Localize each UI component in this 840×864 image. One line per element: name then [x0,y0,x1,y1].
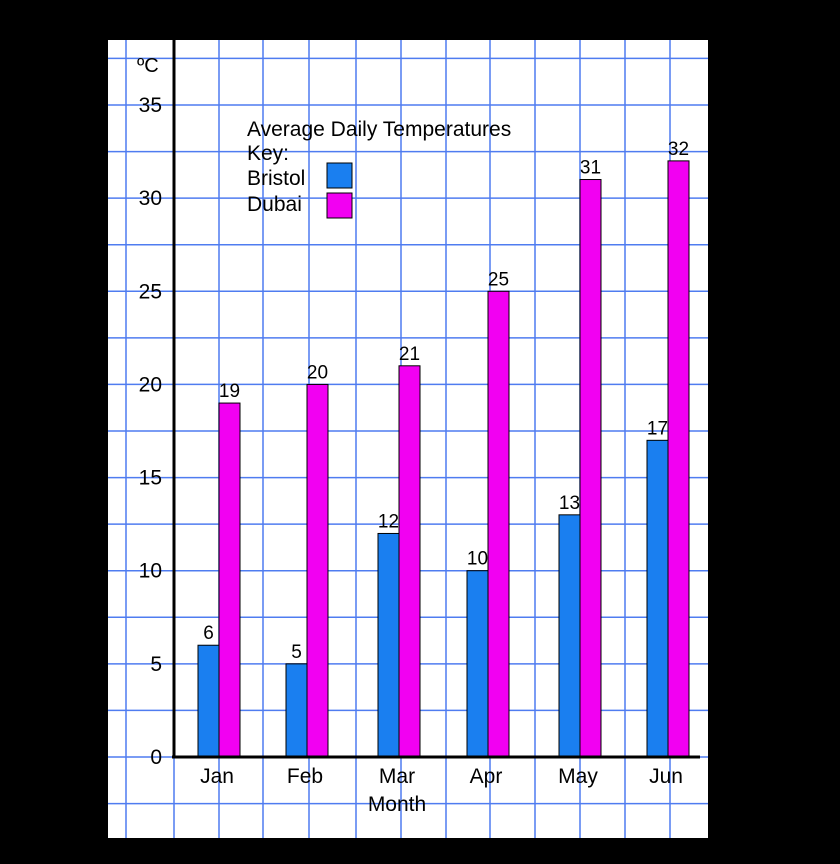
labels: 0 5 10 15 20 25 30 35 6 19 Jan 5 20 Feb 12 21 Mar 10 25 Apr… [139,94,689,788]
y-tick-label: 35 [139,94,162,117]
x-tick-label-feb: Feb [287,765,323,788]
y-axis-unit-label: ºC [137,55,159,77]
bar-bristol-jan [197,644,220,758]
data-label-bristol-jan: 6 [203,623,214,644]
data-label-bristol-may: 13 [559,493,580,514]
data-label-bristol-feb: 5 [291,642,302,663]
x-tick-label-jun: Jun [649,765,683,788]
x-tick-label-may: May [558,765,598,788]
data-label-bristol-mar: 12 [378,511,399,532]
y-tick-label: 20 [139,373,162,396]
chart-title: Average Daily Temperatures [247,118,511,141]
bar-bristol-feb [285,663,308,758]
bar-dubai-feb [306,383,329,758]
y-tick-label: 0 [150,746,162,769]
x-tick-label-mar: Mar [379,765,415,788]
bar-dubai-jan [218,402,241,758]
legend-heading: Key: [247,142,289,165]
legend-label-bristol: Bristol [247,167,305,190]
bar-bristol-apr [466,570,489,758]
data-label-dubai-mar: 21 [399,344,420,365]
bar-dubai-jun [667,160,690,758]
bar-bristol-mar [377,532,400,758]
legend-label-dubai: Dubai [247,193,302,216]
y-tick-label: 10 [139,560,162,583]
legend-swatch-dubai [326,192,353,219]
bar-bristol-may [558,514,581,758]
x-tick-label-apr: Apr [470,765,503,788]
axes [172,40,700,759]
bar-dubai-may [579,179,602,758]
y-tick-label: 5 [150,653,162,676]
legend-swatch-bristol [326,162,353,189]
data-label-bristol-jun: 17 [647,418,668,439]
data-label-dubai-jan: 19 [219,381,240,402]
data-label-dubai-jun: 32 [668,139,689,160]
legend: Average Daily Temperatures Key: Bristol … [247,118,511,219]
data-label-dubai-may: 31 [580,158,601,179]
x-tick-label-jan: Jan [200,765,234,788]
data-label-dubai-feb: 20 [307,362,328,383]
y-tick-label: 25 [139,280,162,303]
data-label-bristol-apr: 10 [467,549,488,570]
x-axis-title: Month [368,793,426,816]
bar-dubai-apr [487,290,510,758]
y-tick-label: 30 [139,187,162,210]
y-tick-label: 15 [139,467,162,490]
data-label-dubai-apr: 25 [488,269,509,290]
bar-bristol-jun [646,439,669,758]
bar-dubai-mar [398,365,421,758]
